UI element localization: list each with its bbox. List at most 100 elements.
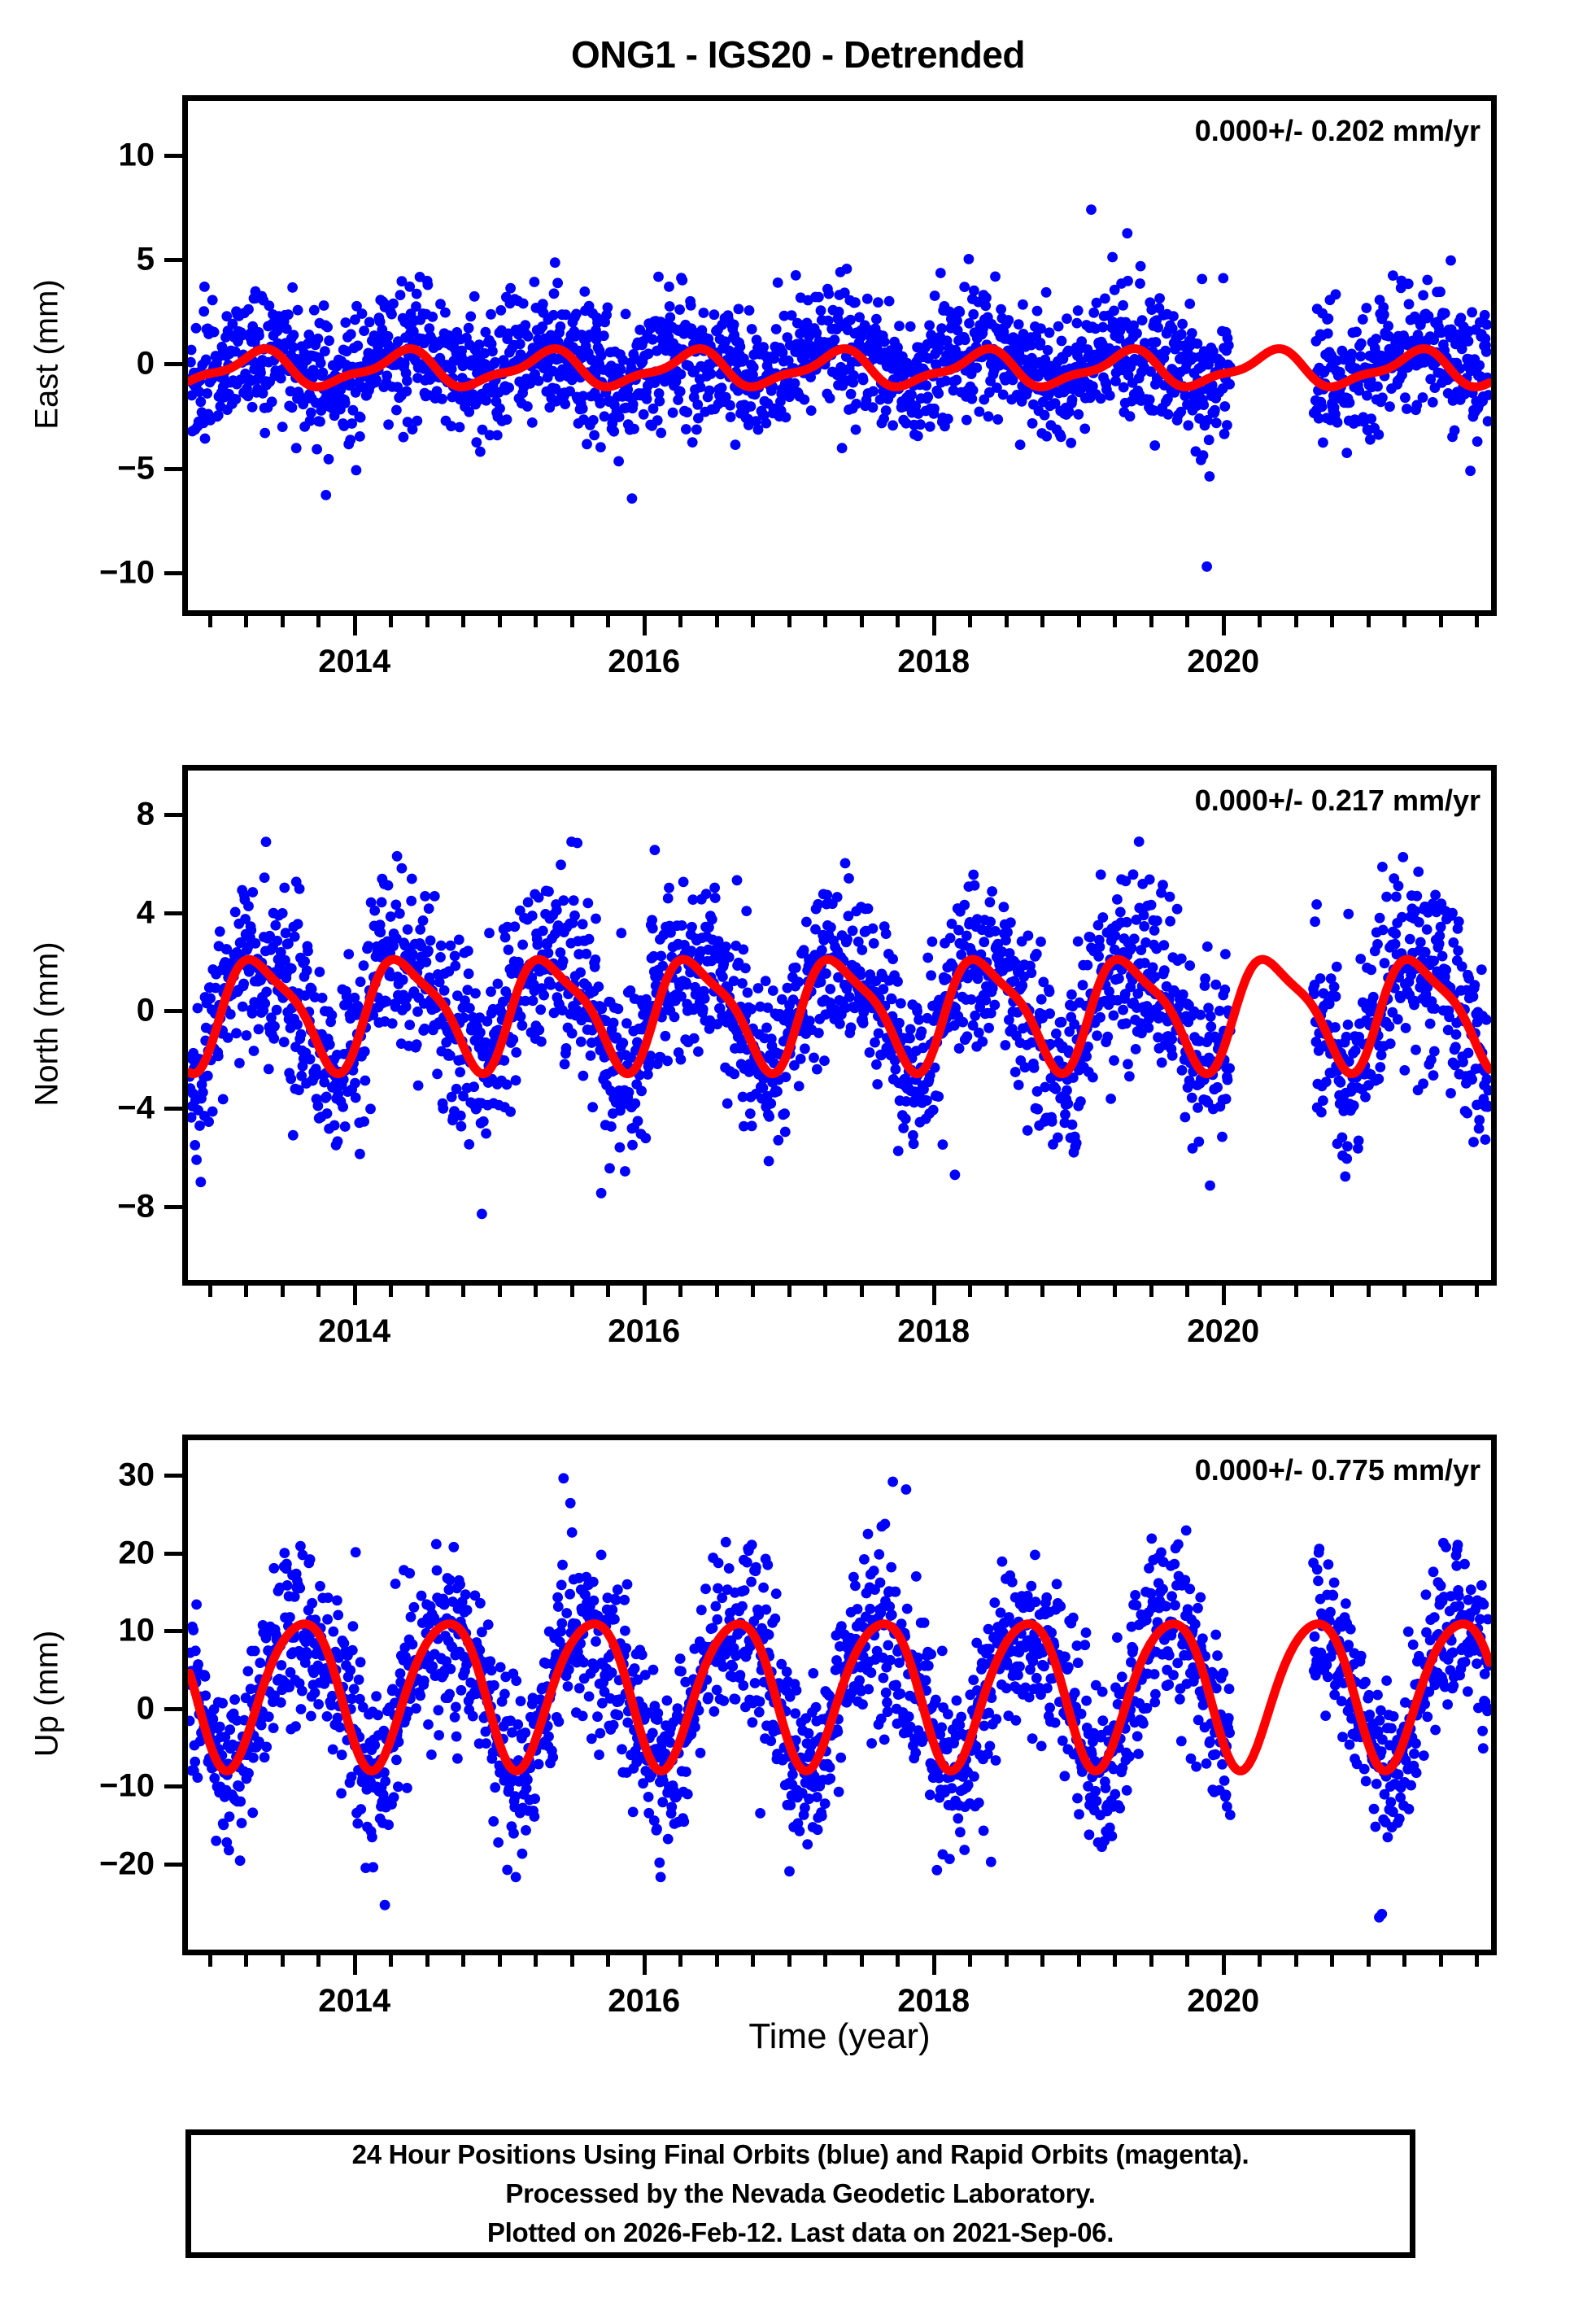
xtick-mark-minor xyxy=(823,1955,828,1967)
xtick-mark-major xyxy=(352,616,357,635)
ytick-label: 8 xyxy=(136,796,155,832)
ytick-label: 20 xyxy=(118,1535,155,1571)
xtick-mark-minor xyxy=(316,1955,321,1967)
xtick-mark-minor xyxy=(1149,616,1153,627)
xtick-mark-minor xyxy=(1475,616,1480,627)
xtick-mark-minor xyxy=(1004,1955,1009,1967)
xtick-mark-minor xyxy=(425,1286,430,1297)
xtick-label: 2014 xyxy=(318,1313,391,1349)
xtick-mark-minor xyxy=(1113,616,1118,627)
xtick-mark-minor xyxy=(389,1955,394,1967)
xtick-mark-major xyxy=(642,1955,647,1975)
ytick-mark xyxy=(164,1551,182,1556)
xtick-label: 2014 xyxy=(318,644,391,679)
xtick-label: 2014 xyxy=(318,1983,391,2019)
xtick-mark-minor xyxy=(787,1286,791,1297)
caption-line-1: 24 Hour Positions Using Final Orbits (bl… xyxy=(351,2139,1249,2170)
xtick-mark-minor xyxy=(823,1286,828,1297)
xtick-mark-minor xyxy=(569,616,574,627)
xtick-label: 2016 xyxy=(608,1313,681,1349)
xtick-mark-minor xyxy=(823,616,828,627)
ytick-mark xyxy=(164,153,182,158)
xtick-mark-minor xyxy=(534,616,539,627)
xtick-mark-major xyxy=(931,1955,936,1975)
xtick-mark-minor xyxy=(1258,1286,1262,1297)
panel-north xyxy=(182,765,1497,1286)
xtick-mark-minor xyxy=(1076,1955,1081,1967)
xtick-mark-minor xyxy=(497,616,502,627)
xtick-mark-major xyxy=(1221,1955,1226,1975)
page-title: ONG1 - IGS20 - Detrended xyxy=(570,33,1026,76)
xtick-mark-minor xyxy=(714,1955,719,1967)
xtick-mark-minor xyxy=(1438,1286,1443,1297)
ytick-label: −10 xyxy=(99,554,155,591)
xtick-mark-minor xyxy=(316,616,321,627)
xtick-mark-minor xyxy=(207,616,212,627)
xtick-mark-minor xyxy=(1076,616,1081,627)
xtick-mark-minor xyxy=(1366,616,1371,627)
ytick-label: 0 xyxy=(136,345,155,382)
ytick-mark xyxy=(164,466,182,471)
ytick-mark xyxy=(164,1784,182,1789)
ytick-mark xyxy=(164,1008,182,1013)
xtick-mark-major xyxy=(352,1955,357,1975)
xtick-mark-minor xyxy=(1076,1286,1081,1297)
xtick-mark-minor xyxy=(1330,1286,1335,1297)
ytick-label: −4 xyxy=(117,1090,155,1126)
xtick-mark-minor xyxy=(1402,1955,1407,1967)
xtick-label: 2020 xyxy=(1187,644,1260,679)
xtick-mark-major xyxy=(642,1286,647,1305)
xtick-label: 2018 xyxy=(897,1313,970,1349)
xtick-mark-minor xyxy=(280,616,285,627)
xtick-mark-minor xyxy=(1040,1955,1045,1967)
ytick-label: 30 xyxy=(118,1457,155,1493)
xtick-mark-minor xyxy=(280,1286,285,1297)
xtick-mark-minor xyxy=(534,1955,539,1967)
xtick-mark-minor xyxy=(389,616,394,627)
xtick-mark-minor xyxy=(1293,616,1298,627)
ytick-mark xyxy=(164,1862,182,1867)
xtick-mark-minor xyxy=(569,1286,574,1297)
xtick-mark-minor xyxy=(968,1955,973,1967)
ytick-mark xyxy=(164,362,182,367)
ytick-label: −5 xyxy=(117,450,155,487)
xtick-mark-minor xyxy=(1402,616,1407,627)
ytick-label: 10 xyxy=(118,137,155,173)
xtick-mark-minor xyxy=(497,1286,502,1297)
ytick-mark xyxy=(164,813,182,818)
ytick-label: 4 xyxy=(136,894,155,931)
xtick-mark-minor xyxy=(896,1955,900,1967)
xtick-mark-minor xyxy=(859,1955,864,1967)
xtick-mark-minor xyxy=(244,1955,249,1967)
caption-line-2: Processed by the Nevada Geodetic Laborat… xyxy=(505,2178,1096,2209)
ytick-mark xyxy=(164,1204,182,1209)
xtick-mark-minor xyxy=(1402,1286,1407,1297)
ytick-label: 0 xyxy=(136,992,155,1029)
xtick-mark-minor xyxy=(1293,1955,1298,1967)
xtick-mark-minor xyxy=(1004,616,1009,627)
xtick-mark-minor xyxy=(1366,1955,1371,1967)
xtick-mark-minor xyxy=(497,1955,502,1967)
xtick-mark-minor xyxy=(461,1955,466,1967)
ytick-label: −20 xyxy=(99,1845,155,1882)
xtick-mark-minor xyxy=(787,616,791,627)
ytick-mark xyxy=(164,570,182,575)
xtick-mark-minor xyxy=(678,1286,683,1297)
yaxis-title: North (mm) xyxy=(28,941,65,1107)
xtick-mark-minor xyxy=(1149,1955,1153,1967)
xtick-mark-minor xyxy=(751,1955,756,1967)
caption-line-3: Plotted on 2026-Feb-12. Last data on 202… xyxy=(486,2216,1114,2247)
ytick-label: −10 xyxy=(99,1767,155,1804)
xtick-mark-minor xyxy=(1185,1955,1190,1967)
xtick-mark-minor xyxy=(244,1286,249,1297)
xtick-mark-minor xyxy=(1293,1286,1298,1297)
ytick-mark xyxy=(164,1107,182,1112)
xtick-mark-minor xyxy=(389,1286,394,1297)
xtick-mark-minor xyxy=(244,616,249,627)
ytick-mark xyxy=(164,1629,182,1634)
xtick-mark-minor xyxy=(1366,1286,1371,1297)
ytick-mark xyxy=(164,1706,182,1711)
xtick-mark-minor xyxy=(751,616,756,627)
panel-north-axes: 8 4 0 −4 −8 2014 2016 2018 2020 North (mm) 0.000+/… xyxy=(0,765,1497,1349)
